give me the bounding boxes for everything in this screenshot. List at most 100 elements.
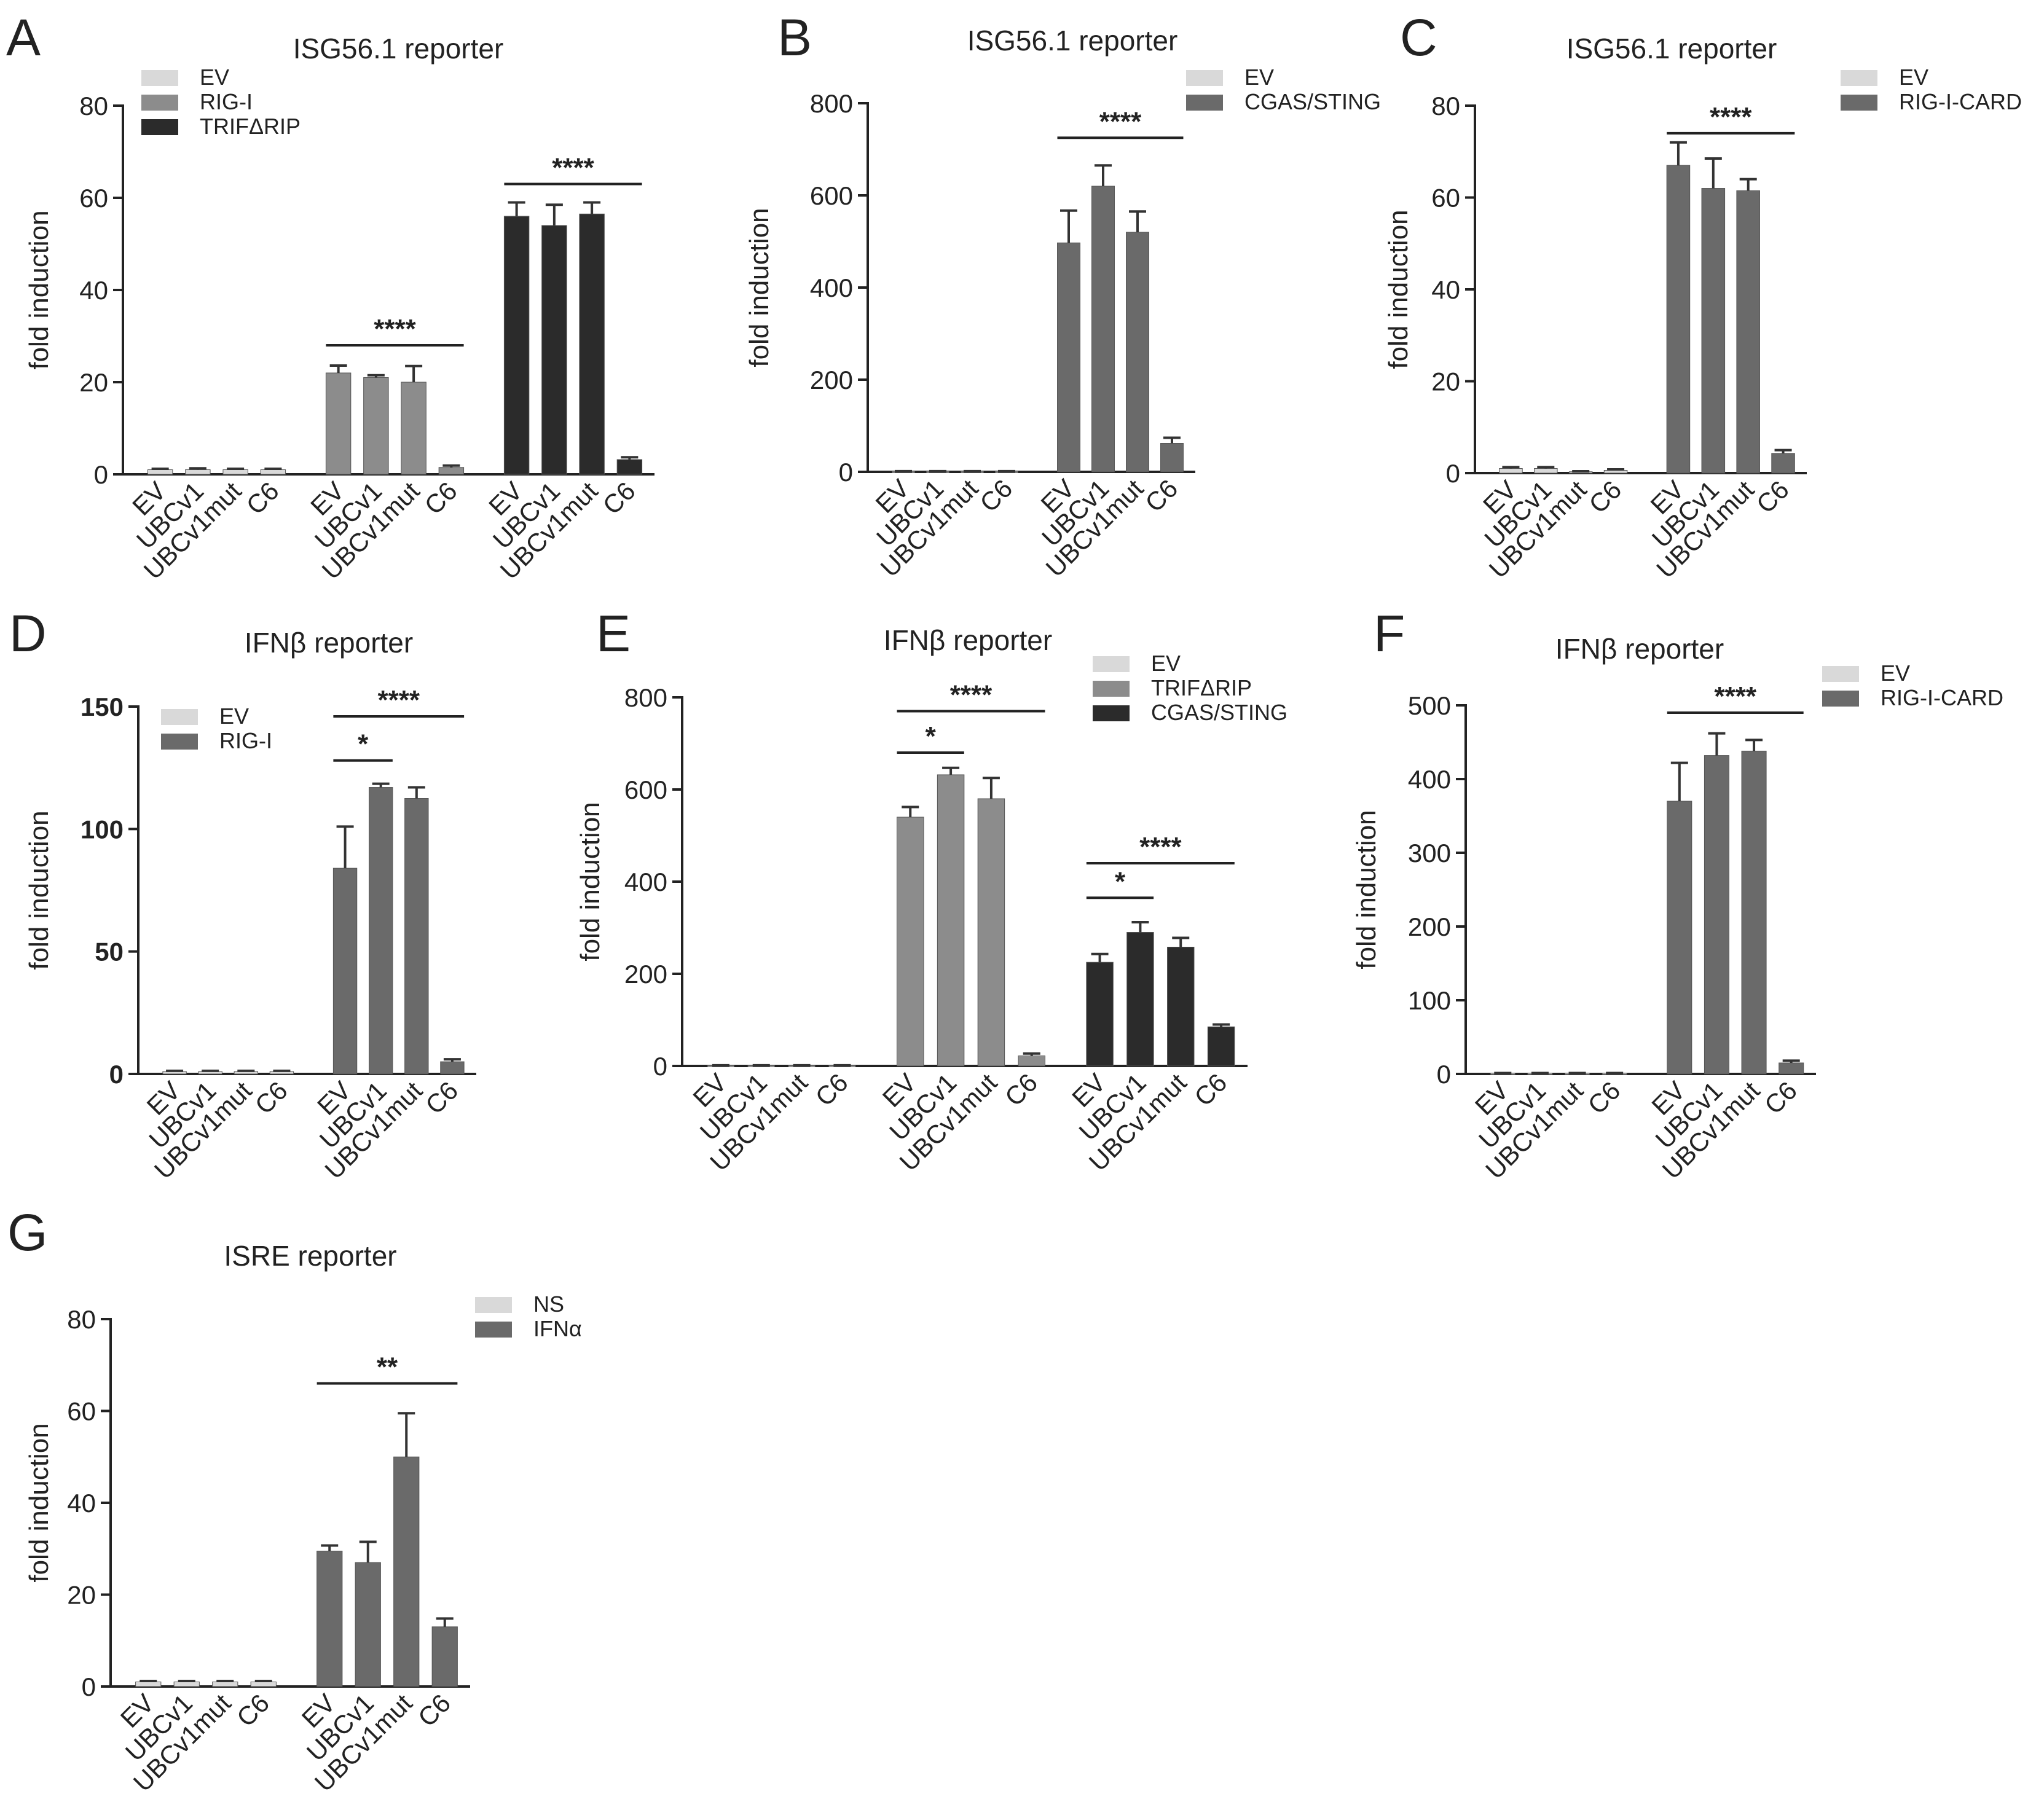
y-tick-label: 100 (81, 815, 124, 844)
panel-letter: F (1374, 605, 1405, 662)
bar-EV-UBCv1 (185, 469, 211, 475)
bar-CGAS/STING-UBCv1mut (1126, 232, 1149, 472)
bar-CGAS/STING-UBCv1 (1126, 932, 1154, 1067)
x-tick-label: C6 (1583, 475, 1627, 519)
legend-label: RIG-I-CARD (1881, 685, 2003, 710)
bar-EV-EV (1499, 468, 1523, 474)
bar-EV-UBCv1 (1534, 468, 1558, 474)
bar-IFNα-EV (316, 1550, 343, 1687)
legend-swatch (1093, 681, 1130, 697)
y-tick-label: 40 (67, 1489, 96, 1518)
chart-title: IFNβ reporter (245, 627, 413, 659)
y-tick-label: 60 (79, 184, 108, 213)
y-axis-label: fold induction (24, 1423, 54, 1582)
bar-TRIFΔRIP-UBCv1mut (977, 798, 1005, 1067)
x-tick-label: C6 (1751, 475, 1794, 519)
chart-title: ISRE reporter (224, 1240, 396, 1272)
bar-RIG-I-CARD-UBCv1mut (1741, 750, 1767, 1075)
chart-title: IFNβ reporter (1555, 633, 1724, 665)
y-tick-label: 80 (79, 92, 108, 120)
bar-IFNα-UBCv1mut (393, 1456, 420, 1687)
significance-label: **** (1715, 681, 1757, 711)
significance-label: ** (377, 1352, 398, 1382)
significance-label: * (1115, 866, 1126, 896)
legend-swatch (475, 1322, 512, 1338)
panel-e: E IFNβ reporter fold induction 0 200 400 600 80… (575, 605, 1287, 1177)
bar-RIG-I-CARD-UBCv1 (1701, 188, 1726, 474)
x-tick-label: C6 (1189, 1068, 1232, 1111)
y-axis-label: fold induction (24, 810, 54, 970)
bar-CGAS/STING-C6 (1160, 443, 1184, 472)
y-tick-label: 200 (624, 960, 667, 989)
y-tick-label: 20 (67, 1581, 96, 1610)
panel-letter: G (7, 1204, 47, 1261)
significance-label: **** (1710, 102, 1752, 132)
y-tick-label: 600 (810, 181, 853, 210)
legend-label: IFNα (533, 1316, 582, 1341)
legend-swatch (141, 95, 178, 111)
significance-label: **** (378, 685, 420, 715)
legend-swatch (1841, 95, 1877, 111)
bar-CGAS/STING-EV (1057, 242, 1080, 472)
x-tick-label: C6 (810, 1068, 854, 1111)
bar-TRIFΔRIP-UBCv1 (541, 225, 567, 475)
y-tick-label: 400 (624, 868, 667, 896)
bar-EV-UBCv1mut (222, 469, 248, 475)
bar-TRIFΔRIP-C6 (616, 459, 643, 475)
y-tick-label: 50 (95, 938, 124, 966)
x-tick-label: C6 (1759, 1076, 1802, 1119)
legend-swatch (141, 70, 178, 86)
bar-TRIFΔRIP-UBCv1mut (579, 213, 605, 475)
chart-title: ISG56.1 reporter (1566, 33, 1777, 65)
y-axis-label: fold induction (575, 802, 605, 961)
bar-NS-EV (135, 1682, 162, 1687)
legend-label: NS (533, 1291, 564, 1317)
significance-label: * (926, 721, 937, 751)
y-tick-label: 40 (1431, 275, 1460, 304)
legend-label: EV (1899, 65, 1928, 90)
legend-label: CGAS/STING (1151, 700, 1287, 725)
legend-swatch (1093, 656, 1130, 672)
y-tick-label: 300 (1408, 839, 1451, 868)
bar-EV-C6 (260, 469, 286, 475)
y-tick-label: 0 (109, 1060, 124, 1089)
y-axis-label: fold induction (744, 208, 774, 367)
legend-label: RIG-I-CARD (1899, 89, 2022, 114)
legend-swatch (1822, 666, 1859, 682)
legend-label: EV (1151, 651, 1181, 676)
bar-RIG-I-EV (332, 868, 358, 1075)
y-tick-label: 20 (79, 368, 108, 397)
bar-RIG-I-CARD-C6 (1779, 1062, 1804, 1075)
bar-CGAS/STING-EV (1086, 962, 1114, 1067)
legend-swatch (1186, 70, 1223, 86)
bar-NS-UBCv1mut (212, 1682, 238, 1687)
bar-RIG-I-C6 (440, 1061, 465, 1075)
legend-label: RIG-I (219, 728, 272, 753)
y-tick-label: 100 (1408, 986, 1451, 1015)
legend-swatch (475, 1297, 512, 1313)
significance-label: * (358, 729, 369, 759)
legend-swatch (1822, 691, 1859, 707)
bar-IFNα-C6 (431, 1626, 458, 1687)
y-axis-label: fold induction (1351, 810, 1382, 969)
bar-RIG-I-EV (325, 372, 352, 475)
bar-IFNα-UBCv1 (355, 1562, 381, 1687)
legend-swatch (161, 734, 198, 750)
y-tick-label: 150 (81, 692, 124, 721)
y-tick-label: 400 (810, 273, 853, 302)
significance-label: **** (950, 680, 993, 710)
bar-RIG-I-CARD-UBCv1 (1704, 755, 1729, 1075)
bar-TRIFΔRIP-EV (897, 817, 924, 1067)
significance-label: **** (1099, 106, 1142, 136)
legend-label: CGAS/STING (1244, 89, 1381, 114)
bar-EV-EV (147, 469, 173, 475)
legend-swatch (161, 709, 198, 725)
y-tick-label: 500 (1408, 691, 1451, 720)
y-tick-label: 600 (624, 775, 667, 804)
bar-TRIFΔRIP-EV (503, 216, 530, 475)
panel-letter: A (6, 9, 41, 66)
significance-label: **** (374, 314, 416, 344)
x-tick-label: C6 (420, 1076, 463, 1119)
bar-TRIFΔRIP-C6 (1018, 1056, 1045, 1067)
